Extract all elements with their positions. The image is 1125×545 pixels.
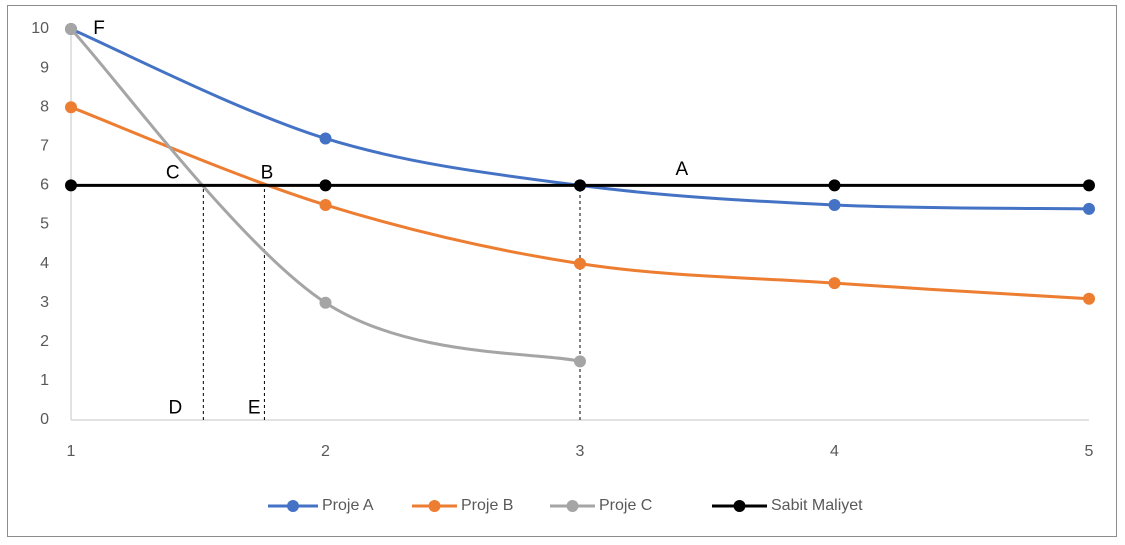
y-tick-label: 9 bbox=[40, 59, 49, 76]
data-point bbox=[574, 179, 586, 192]
legend-label: Proje B bbox=[461, 497, 513, 514]
data-point bbox=[319, 179, 332, 192]
y-tick-label: 5 bbox=[40, 216, 49, 233]
data-point bbox=[319, 198, 332, 211]
legend-marker bbox=[733, 500, 746, 512]
y-tick-label: 7 bbox=[40, 138, 49, 155]
x-tick-label: 3 bbox=[576, 443, 585, 460]
annotation: C bbox=[166, 163, 180, 184]
y-tick-label: 3 bbox=[40, 294, 49, 311]
x-tick-label: 4 bbox=[830, 443, 839, 460]
data-point bbox=[574, 257, 586, 270]
y-tick-label: 0 bbox=[40, 411, 49, 428]
data-point bbox=[828, 198, 841, 211]
annotation: F bbox=[93, 18, 105, 39]
data-point bbox=[828, 179, 841, 192]
data-point bbox=[1083, 292, 1095, 305]
data-point bbox=[574, 355, 586, 368]
annotation: E bbox=[248, 397, 261, 418]
legend-label: Proje A bbox=[322, 497, 374, 514]
y-tick-label: 10 bbox=[31, 20, 49, 37]
y-tick-label: 2 bbox=[40, 333, 49, 350]
annotation: A bbox=[675, 159, 688, 180]
y-tick-label: 6 bbox=[40, 177, 49, 194]
y-tick-label: 1 bbox=[40, 372, 49, 389]
data-point bbox=[1083, 202, 1095, 215]
data-point bbox=[319, 132, 332, 145]
x-tick-label: 5 bbox=[1085, 443, 1094, 460]
legend-marker bbox=[566, 500, 579, 512]
legend-marker bbox=[287, 500, 299, 512]
data-point bbox=[65, 179, 77, 192]
x-tick-label: 2 bbox=[321, 443, 330, 460]
legend-label: Proje C bbox=[599, 497, 652, 514]
legend-marker bbox=[428, 500, 441, 512]
chart-border bbox=[7, 5, 1117, 537]
data-point bbox=[319, 296, 332, 309]
x-tick-label: 1 bbox=[67, 443, 76, 460]
y-tick-label: 4 bbox=[40, 255, 49, 272]
y-tick-label: 8 bbox=[40, 98, 49, 115]
annotation: B bbox=[261, 163, 274, 184]
data-point bbox=[1083, 179, 1095, 192]
data-point bbox=[828, 277, 841, 290]
legend-label: Sabit Maliyet bbox=[771, 497, 863, 514]
data-point bbox=[65, 101, 77, 114]
series-line bbox=[69, 27, 581, 363]
annotation: D bbox=[168, 397, 182, 418]
data-point bbox=[65, 23, 77, 35]
